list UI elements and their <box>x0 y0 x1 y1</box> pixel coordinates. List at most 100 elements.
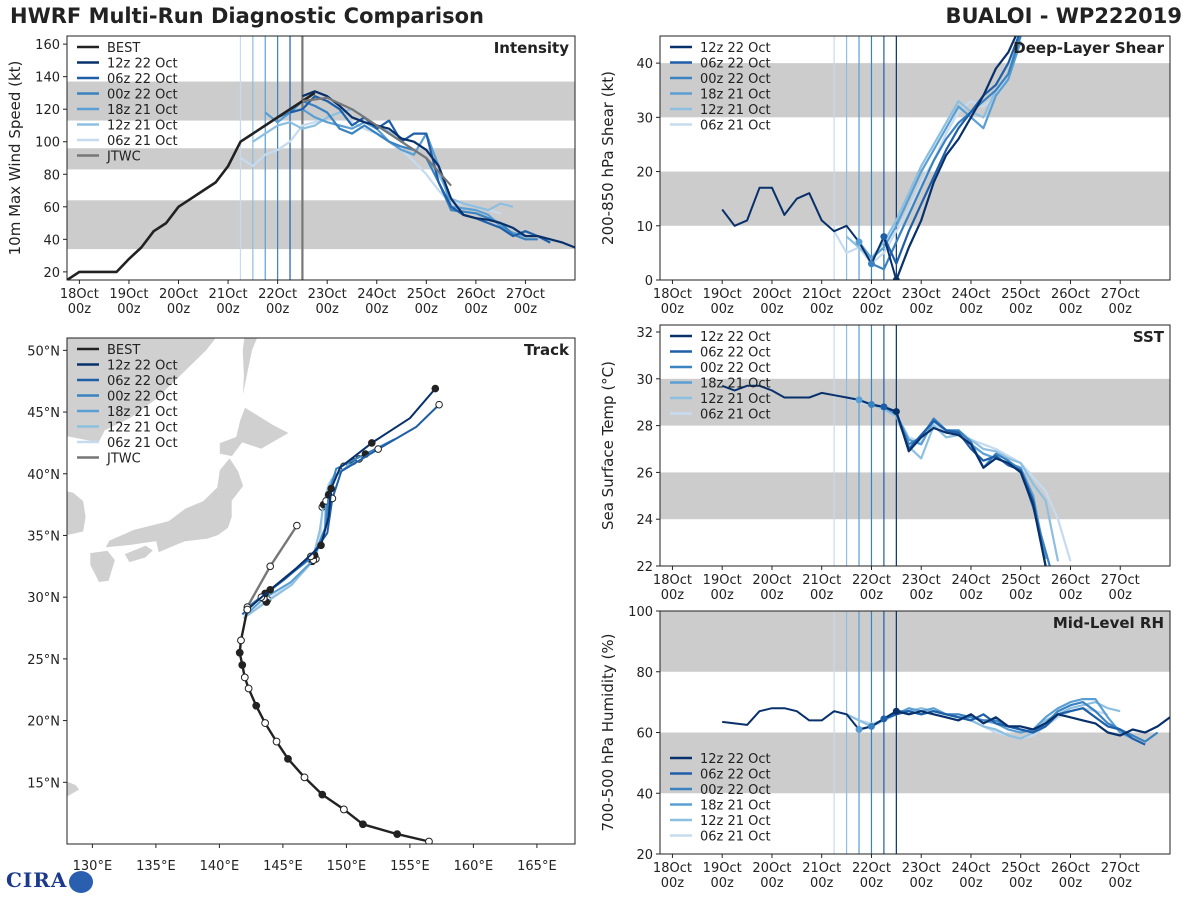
track-ytick-label: 20°N <box>27 715 60 730</box>
intensity-series-line <box>289 95 551 244</box>
shear-ytick-label: 20 <box>636 166 653 181</box>
logo-text: CIRA <box>6 868 68 892</box>
intensity-xtick-label-hour: 00z <box>117 302 141 317</box>
intensity-xtick-label: 19Oct <box>109 287 148 302</box>
intensity-legend-label: BEST <box>107 41 140 56</box>
track-best-marker <box>237 636 245 645</box>
sst-panel: 22242628303218Oct00z19Oct00z20Oct00z21Oc… <box>599 324 1171 603</box>
shear-series-line <box>895 36 1017 280</box>
rh-history-marker <box>855 725 863 733</box>
korea-land <box>67 490 87 536</box>
shear-xtick-label-hour: 00z <box>661 302 685 317</box>
track-ytick-label: 35°N <box>27 529 60 544</box>
track-xtick-label: 140°E <box>200 859 240 874</box>
shear-legend-label: 06z 21 Oct <box>700 119 771 134</box>
shear-series-line <box>871 36 1022 271</box>
track-best-marker <box>244 684 253 693</box>
track-best-marker <box>238 661 247 669</box>
rh-xtick-label-hour: 00z <box>661 876 685 891</box>
track-best-marker <box>243 605 252 614</box>
shear-history-marker <box>880 233 888 241</box>
sst-xtick-label: 26Oct <box>1051 573 1090 588</box>
intensity-plot-area <box>67 36 575 280</box>
track-legend-label: 06z 21 Oct <box>107 436 178 451</box>
rh-xtick-label-hour: 00z <box>711 876 735 891</box>
track-best-marker <box>240 673 249 682</box>
sst-shaded-band <box>660 472 1170 520</box>
logo-emblem <box>69 870 94 893</box>
track-best-marker <box>252 701 261 710</box>
track-best-marker <box>339 805 348 814</box>
intensity-xtick-label: 21Oct <box>209 287 248 302</box>
intensity-xtick-label-hour: 00z <box>514 302 538 317</box>
intensity-xtick-label: 26Oct <box>456 287 495 302</box>
sst-xtick-label: 20Oct <box>752 573 791 588</box>
rh-xtick-label-hour: 00z <box>1009 876 1033 891</box>
shear-xtick-label-hour: 00z <box>959 302 983 317</box>
shear-panel: 01020304018Oct00z19Oct00z20Oct00z21Oct00… <box>599 35 1171 317</box>
shear-xtick-label-hour: 00z <box>860 302 884 317</box>
sst-ytick-label: 32 <box>636 326 653 341</box>
sst-legend-label: 12z 22 Oct <box>700 330 771 345</box>
track-best-marker <box>318 790 327 799</box>
track-panel: 130°E 135°E 140°E 145°E 150°E 155°E 160°E 165°E… <box>27 337 576 874</box>
sst-xtick-label-hour: 00z <box>959 588 983 603</box>
sst-history-marker <box>867 401 875 409</box>
sst-series-line <box>895 411 1047 566</box>
rh-legend-label: 06z 21 Oct <box>700 830 771 845</box>
honshu-land <box>104 457 244 554</box>
sst-xtick-label-hour: 00z <box>860 588 884 603</box>
rh-xtick-label: 22Oct <box>852 861 891 876</box>
shear-legend-label: 18z 21 Oct <box>700 88 771 103</box>
track-forecast-marker <box>435 400 443 409</box>
hokkaido-land <box>219 406 291 457</box>
rh-xtick-label-hour: 00z <box>760 876 784 891</box>
track-legend-label: 12z 21 Oct <box>107 421 178 436</box>
sst-ytick-label: 24 <box>636 513 653 528</box>
shear-xtick-label: 26Oct <box>1051 287 1090 302</box>
rh-ylabel: 700-500 hPa Humidity (%) <box>599 633 617 831</box>
intensity-xtick-label: 20Oct <box>159 287 198 302</box>
track-legend-label: 06z 22 Oct <box>107 374 178 389</box>
track-best-marker <box>300 773 309 782</box>
track-best-line <box>238 609 430 843</box>
intensity-xtick-label-hour: 00z <box>415 302 439 317</box>
track-xtick-label: 155°E <box>390 859 430 874</box>
rh-xtick-label-hour: 00z <box>1059 876 1083 891</box>
intensity-ytick-label: 20 <box>43 266 60 281</box>
intensity-ytick-label: 160 <box>35 38 60 53</box>
intensity-legend-label: 06z 21 Oct <box>107 134 178 149</box>
rh-history-marker <box>880 715 888 723</box>
rh-history-line <box>722 707 897 731</box>
track-best-marker <box>272 737 281 746</box>
sst-xtick-label: 27Oct <box>1101 573 1140 588</box>
track-xtick-label: 145°E <box>263 859 303 874</box>
shear-ytick-label: 10 <box>636 220 653 235</box>
intensity-ytick-label: 40 <box>43 233 60 248</box>
track-legend-label: 12z 22 Oct <box>107 359 178 374</box>
intensity-shaded-band <box>67 81 575 121</box>
track-ytick-label: 30°N <box>27 591 60 606</box>
rh-xtick-label-hour: 00z <box>910 876 934 891</box>
rh-legend-label: 18z 21 Oct <box>700 799 771 814</box>
track-forecast-marker <box>431 384 440 393</box>
shear-legend-label: 12z 22 Oct <box>700 41 771 56</box>
sst-ylabel: Sea Surface Temp (°C) <box>599 361 617 530</box>
track-forecast-marker <box>327 484 335 493</box>
shear-shaded-band <box>660 63 1170 118</box>
intensity-xtick-label-hour: 00z <box>464 302 488 317</box>
intensity-legend-label: 18z 21 Oct <box>107 103 178 118</box>
sst-xtick-label-hour: 00z <box>711 588 735 603</box>
rh-xtick-label: 18Oct <box>653 861 692 876</box>
track-xtick-label: 150°E <box>327 859 367 874</box>
shear-xtick-label: 19Oct <box>703 287 742 302</box>
track-best-marker <box>235 648 244 657</box>
sst-xtick-label: 24Oct <box>951 573 990 588</box>
shear-xtick-label-hour: 00z <box>1059 302 1083 317</box>
sst-title: SST <box>1133 328 1165 346</box>
intensity-xtick-label-hour: 00z <box>216 302 240 317</box>
rh-ytick-label: 80 <box>636 666 653 681</box>
sst-xtick-label: 25Oct <box>1001 573 1040 588</box>
sst-history-marker <box>880 403 888 411</box>
intensity-legend-label: JTWC <box>106 150 141 165</box>
